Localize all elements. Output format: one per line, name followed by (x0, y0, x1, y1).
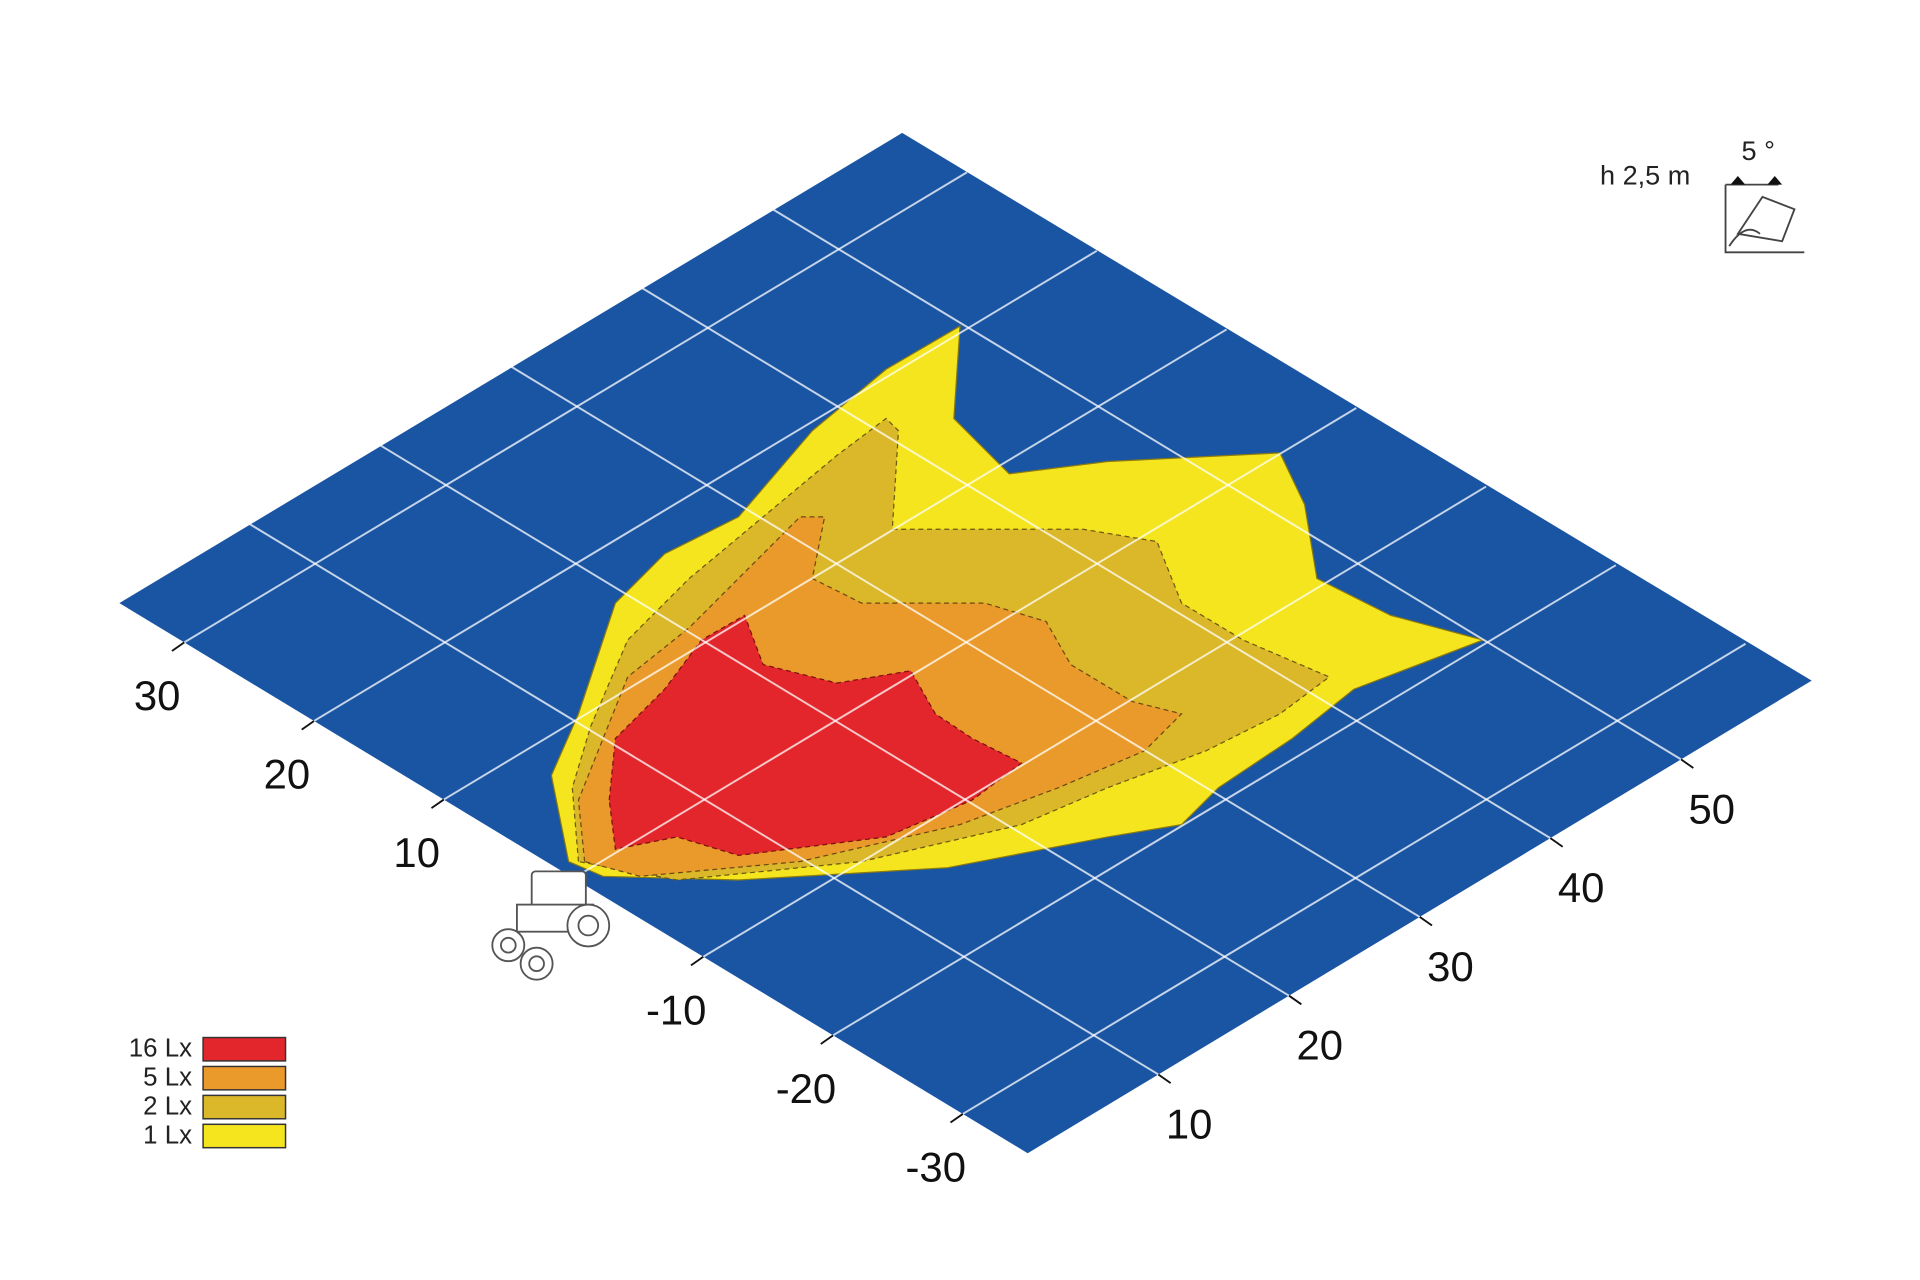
grid-line (380, 444, 1290, 997)
axis-label: 50 (1689, 785, 1736, 832)
axis-label: 20 (264, 751, 311, 798)
grid (183, 171, 1747, 1115)
tick (430, 798, 445, 809)
legend-label: 16 Lx (129, 1035, 192, 1063)
legend-label: 1 Lx (143, 1121, 192, 1149)
tick (171, 641, 185, 652)
tick (949, 1113, 964, 1124)
axis-ticks: 30 20 10 -10 -20 -30 10 20 30 40 50 (134, 641, 1736, 1191)
axis-label: 10 (393, 829, 440, 876)
tick (690, 955, 704, 967)
grid-line (510, 365, 1421, 918)
axis-label: 10 (1166, 1100, 1213, 1147)
mount-angle: 5 ° (1742, 135, 1775, 166)
legend-label: 2 Lx (143, 1093, 192, 1121)
mount-height: h 2,5 m (1600, 160, 1690, 191)
axis-label: -10 (646, 986, 706, 1033)
tick (1157, 1073, 1172, 1084)
axis-label: 30 (1427, 943, 1474, 990)
tick (820, 1034, 834, 1045)
tick (1419, 916, 1433, 927)
axis-label: 40 (1558, 864, 1605, 911)
tick (1288, 994, 1302, 1006)
axis-label: 20 (1297, 1022, 1344, 1069)
axis-label: -20 (776, 1065, 836, 1112)
grid-line (641, 287, 1551, 839)
tick (1680, 758, 1694, 769)
legend: 16 Lx5 Lx2 Lx1 Lx (129, 1035, 287, 1149)
legend-swatch (202, 1123, 287, 1149)
axis-label: -30 (906, 1144, 966, 1191)
tick (1549, 837, 1564, 848)
mount-icon: h 2,5 m 5 ° (1600, 135, 1805, 254)
grid-line (249, 523, 1159, 1076)
tick (301, 720, 315, 731)
legend-swatch (202, 1036, 287, 1062)
grid-line (772, 208, 1682, 761)
axis-label: 30 (134, 672, 181, 719)
tractor-icon (491, 870, 611, 981)
legend-swatch (202, 1094, 287, 1120)
legend-label: 5 Lx (143, 1064, 192, 1092)
legend-swatch (202, 1065, 287, 1091)
